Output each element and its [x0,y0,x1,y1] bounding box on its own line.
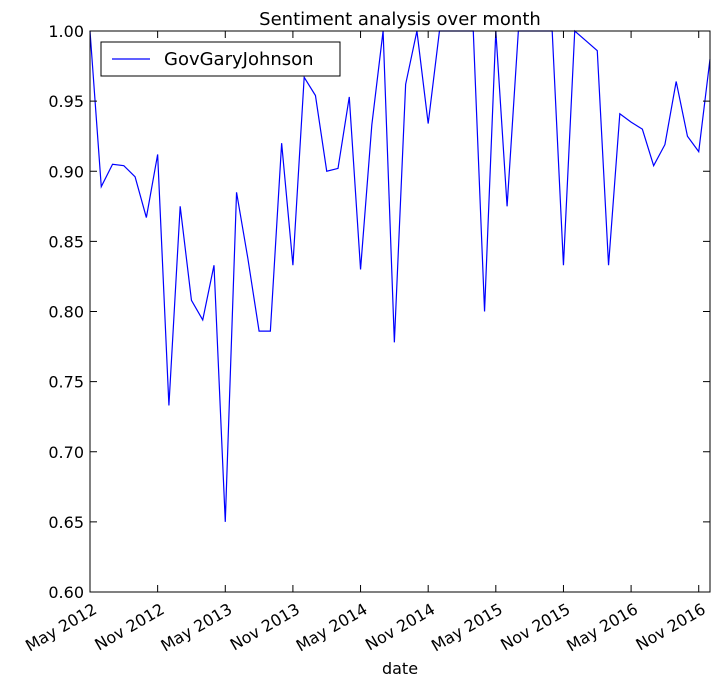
chart-title: Sentiment analysis over month [259,9,541,30]
x-tick-label: May 2015 [428,599,506,655]
series-layer [89,29,711,522]
y-tick-label: 0.75 [48,373,84,392]
x-tick-label: Nov 2013 [227,599,303,654]
x-tick-label: Nov 2015 [497,599,573,654]
y-tick-label: 0.80 [48,303,84,322]
series-line-govgaryjohnson [89,29,711,522]
legend-label-govgaryjohnson: GovGaryJohnson [164,49,314,70]
y-tick-label: 0.65 [48,513,84,532]
y-tick-label: 0.90 [48,162,84,181]
y-tick-label: 0.70 [48,443,84,462]
y-tick-label: 1.00 [48,22,84,41]
x-tick-label: May 2013 [157,599,235,655]
x-tick-label: May 2014 [293,599,371,655]
y-tick-label: 0.85 [48,232,84,251]
y-tick-label: 0.60 [48,583,84,602]
x-axis-label: date [382,659,418,678]
y-tick-label: 0.95 [48,92,84,111]
x-tick-label: Nov 2016 [633,599,709,654]
x-tick-label: Nov 2012 [91,599,167,654]
plot-frame [89,30,711,593]
ticks-layer: 0.60 0.65 0.70 0.75 0.80 0.85 0.90 0.95 1.00 May … [22,22,710,655]
legend: GovGaryJohnson [100,41,341,77]
x-tick-label: May 2012 [22,599,100,655]
x-tick-label: May 2016 [563,599,641,655]
x-tick-label: Nov 2014 [362,599,438,654]
